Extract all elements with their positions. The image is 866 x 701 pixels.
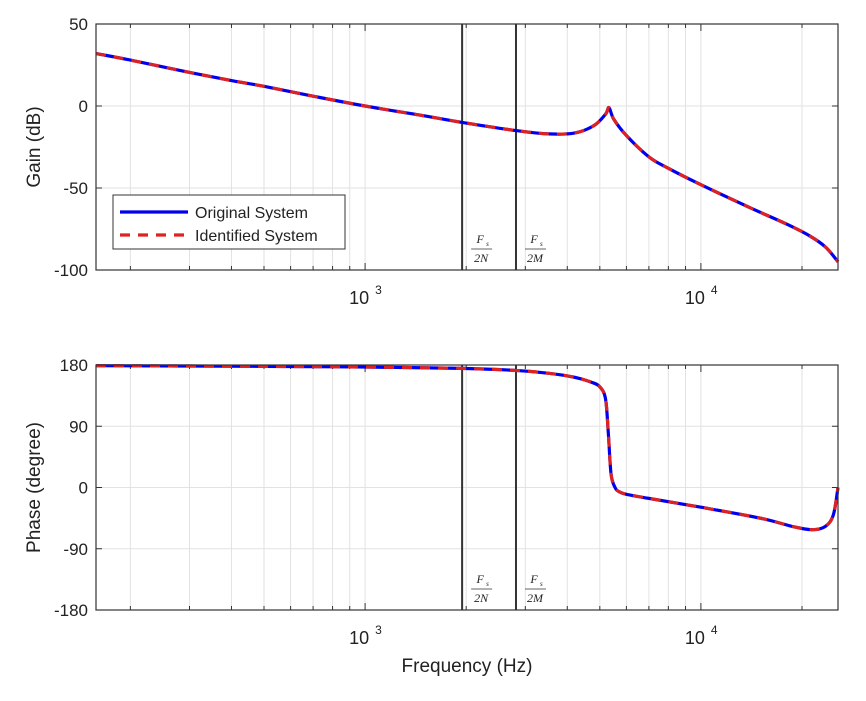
marker-denominator: 2N — [474, 591, 489, 605]
series-identified-system — [95, 364, 840, 532]
legend-label: Original System — [195, 205, 308, 222]
y-tick-label: 180 — [60, 356, 88, 375]
legend-box — [112, 194, 346, 250]
marker-subscript: s — [540, 580, 543, 588]
x-tick-label: 10 — [349, 628, 369, 648]
x-tick-label-exponent: 4 — [711, 623, 718, 637]
y-axis-label: Gain (dB) — [24, 106, 45, 187]
marker-numerator: F — [529, 232, 538, 246]
marker-subscript: s — [486, 240, 489, 248]
marker-numerator: F — [529, 572, 538, 586]
marker-subscript: s — [486, 580, 489, 588]
y-tick-label: -50 — [63, 179, 88, 198]
phase-plot: 180 90 0 -90 -180 10 3 10 4 F s 2N F s 2M Phase (degree… — [24, 356, 840, 677]
y-tick-label: -180 — [54, 601, 88, 620]
x-tick-label: 10 — [685, 288, 705, 308]
gain-plot: 50 0 -50 -100 10 3 10 4 F s 2N F s 2M Gain (dB) Origina… — [24, 15, 840, 308]
plot-frame — [95, 23, 839, 271]
marker-denominator: 2N — [474, 251, 489, 265]
x-tick-label-exponent: 4 — [711, 283, 718, 297]
marker-denominator: 2M — [527, 591, 544, 605]
marker-numerator: F — [475, 232, 484, 246]
y-tick-label: -100 — [54, 261, 88, 280]
y-axis-label: Phase (degree) — [24, 422, 45, 553]
x-tick-label-exponent: 3 — [375, 623, 382, 637]
x-tick-label: 10 — [349, 288, 369, 308]
series-identified-system — [95, 51, 840, 263]
marker-numerator: F — [475, 572, 484, 586]
y-tick-label: 50 — [69, 15, 88, 34]
marker-subscript: s — [540, 240, 543, 248]
y-tick-label: 90 — [69, 417, 88, 436]
x-tick-label: 10 — [685, 628, 705, 648]
y-tick-label: 0 — [79, 97, 88, 116]
y-tick-label: 0 — [79, 479, 88, 498]
legend-label: Identified System — [195, 228, 318, 245]
marker-denominator: 2M — [527, 251, 544, 265]
x-tick-label-exponent: 3 — [375, 283, 382, 297]
plot-frame — [95, 364, 839, 611]
x-axis-label: Frequency (Hz) — [402, 656, 533, 677]
legend: Original System Identified System — [112, 194, 346, 250]
y-tick-label: -90 — [63, 540, 88, 559]
